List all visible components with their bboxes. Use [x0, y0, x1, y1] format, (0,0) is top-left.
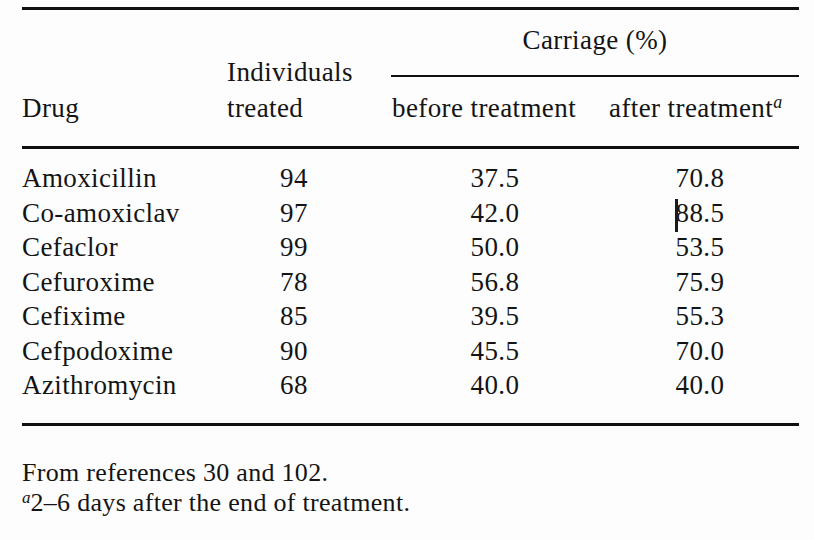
cell-drug: Cefaclor — [22, 230, 227, 265]
cell-after-treatment: 70.0 — [629, 334, 771, 369]
cell-before-treatment: 42.0 — [361, 196, 629, 231]
column-header-before-treatment: before treatment — [392, 95, 576, 122]
table-footnotes: From references 30 and 102. a2–6 days af… — [22, 458, 410, 521]
table-row: Azithromycin 68 40.0 40.0 — [22, 368, 799, 403]
footnote-a-marker: a — [22, 488, 31, 507]
column-header-after-treatment: after treatmenta — [609, 95, 782, 125]
cell-drug: Cefuroxime — [22, 265, 227, 300]
cell-individuals-treated: 85 — [227, 299, 361, 334]
cell-drug: Cefixime — [22, 299, 227, 334]
cell-after-treatment: 40.0 — [629, 368, 771, 403]
cell-individuals-treated: 78 — [227, 265, 361, 300]
cell-individuals-treated: 94 — [227, 161, 361, 196]
scanned-table-page: Carriage (%) Individuals Drug treated be… — [0, 0, 814, 540]
cell-before-treatment: 50.0 — [361, 230, 629, 265]
cell-individuals-treated: 68 — [227, 368, 361, 403]
after-treatment-value-wrap: 88.5 — [676, 196, 725, 231]
column-header-individuals-line1: Individuals — [227, 59, 353, 86]
table-bottom-rule — [22, 423, 799, 426]
cell-before-treatment: 56.8 — [361, 265, 629, 300]
cell-after-treatment: 70.8 — [629, 161, 771, 196]
cell-before-treatment: 37.5 — [361, 161, 629, 196]
footnote-source: From references 30 and 102. — [22, 458, 410, 488]
column-header-after-treatment-text: after treatment — [609, 93, 773, 123]
cell-before-treatment: 39.5 — [361, 299, 629, 334]
cell-drug: Cefpodoxime — [22, 334, 227, 369]
footnote-a-text: 2–6 days after the end of treatment. — [31, 488, 411, 517]
cell-after-treatment: 88.5 — [629, 196, 771, 231]
cell-before-treatment: 40.0 — [361, 368, 629, 403]
cell-individuals-treated: 99 — [227, 230, 361, 265]
footnote-a: a2–6 days after the end of treatment. — [22, 488, 410, 521]
cell-individuals-treated: 90 — [227, 334, 361, 369]
table-row: Cefixime 85 39.5 55.3 — [22, 299, 799, 334]
table-row: Cefaclor 99 50.0 53.5 — [22, 230, 799, 265]
cell-drug: Azithromycin — [22, 368, 227, 403]
table-row: Amoxicillin 94 37.5 70.8 — [22, 161, 799, 196]
footnote-marker-a-superscript: a — [773, 92, 782, 112]
header-bottom-rule — [22, 146, 799, 149]
cell-after-treatment: 55.3 — [629, 299, 771, 334]
column-header-individuals-line2: treated — [227, 95, 303, 122]
spanner-header-carriage: Carriage (%) — [391, 27, 799, 54]
after-treatment-value: 88.5 — [676, 198, 725, 228]
table-row: Cefuroxime 78 56.8 75.9 — [22, 265, 799, 300]
column-header-drug: Drug — [22, 95, 79, 122]
scan-artifact-line — [675, 199, 678, 232]
cell-after-treatment: 75.9 — [629, 265, 771, 300]
cell-before-treatment: 45.5 — [361, 334, 629, 369]
carriage-spanner-rule — [391, 75, 799, 77]
cell-individuals-treated: 97 — [227, 196, 361, 231]
table-row: Co-amoxiclav 97 42.0 88.5 — [22, 196, 799, 231]
table-row: Cefpodoxime 90 45.5 70.0 — [22, 334, 799, 369]
cell-drug: Co-amoxiclav — [22, 196, 227, 231]
top-rule — [22, 7, 799, 10]
cell-drug: Amoxicillin — [22, 161, 227, 196]
table-body: Amoxicillin 94 37.5 70.8 Co-amoxiclav 97… — [22, 161, 799, 403]
cell-after-treatment: 53.5 — [629, 230, 771, 265]
